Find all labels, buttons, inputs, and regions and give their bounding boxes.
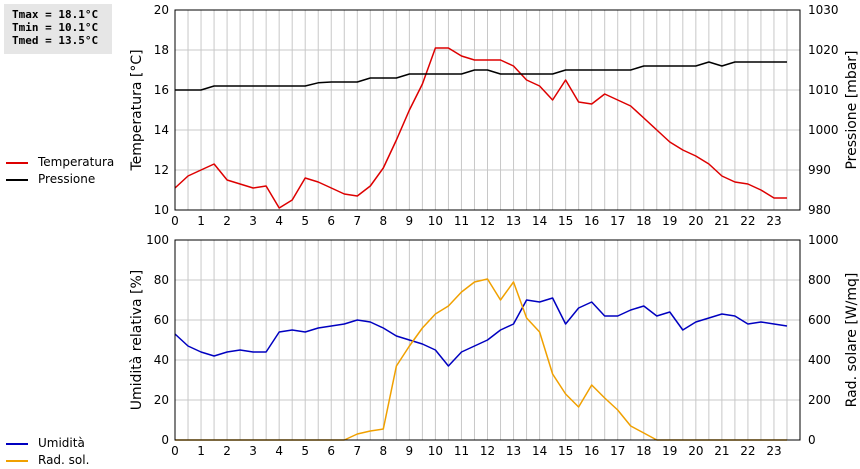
x-tick-label: 18 <box>636 214 651 228</box>
y-tick-label-left: 0 <box>161 433 169 447</box>
legend-swatch-radsol <box>6 460 28 462</box>
x-tick-label: 11 <box>454 444 469 458</box>
panel-2: 0 1 2 3 4 5 6 7 8 9 10 11 12 13 14 15 16 17 18 19 20 21 22 2302… <box>129 233 860 458</box>
x-tick-label: 2 <box>223 444 231 458</box>
y-axis-label-left: Umidità relativa [%] <box>129 270 145 411</box>
x-tick-label: 6 <box>327 214 335 228</box>
x-tick-label: 5 <box>301 444 309 458</box>
x-tick-label: 1 <box>197 444 205 458</box>
y-tick-label-right: 1020 <box>808 43 839 57</box>
x-tick-label: 3 <box>249 214 257 228</box>
x-tick-label: 21 <box>714 444 729 458</box>
y-tick-label-left: 18 <box>154 43 169 57</box>
y-tick-label-left: 12 <box>154 163 169 177</box>
x-tick-label: 11 <box>454 214 469 228</box>
y-tick-label-left: 80 <box>154 273 169 287</box>
plot-frame <box>174 239 801 441</box>
y-axis-label-left: Temperatura [°C] <box>129 49 145 171</box>
y-tick-label-right: 1000 <box>808 123 839 137</box>
x-tick-label: 22 <box>740 444 755 458</box>
series-line-umidit <box>174 297 788 367</box>
y-tick-label-left: 100 <box>146 233 169 247</box>
tmin-text: Tmin = 10.1°C <box>12 21 99 34</box>
x-tick-label: 7 <box>353 444 361 458</box>
x-tick-label: 14 <box>532 214 547 228</box>
y-tick-label-right: 400 <box>808 353 831 367</box>
y-tick-label-left: 14 <box>154 123 169 137</box>
panel-1: 0 1 2 3 4 5 6 7 8 9 10 11 12 13 14 15 16 17 18 19 20 21 22 2310… <box>129 3 860 228</box>
y-tick-label-right: 0 <box>808 433 816 447</box>
x-tick-label: 19 <box>662 444 677 458</box>
x-tick-label: 22 <box>740 214 755 228</box>
x-tick-label: 9 <box>406 214 414 228</box>
x-tick-label: 5 <box>301 214 309 228</box>
plot-frame <box>174 9 801 211</box>
legend-label-pressione: Pressione <box>38 172 96 186</box>
x-tick-label: 20 <box>688 214 703 228</box>
x-tick-label: 16 <box>584 444 599 458</box>
x-tick-label: 10 <box>428 214 443 228</box>
x-tick-label: 21 <box>714 214 729 228</box>
y-axis-label-right: Rad. solare [W/mq] <box>844 273 860 408</box>
x-tick-label: 23 <box>766 444 781 458</box>
y-tick-label-right: 1010 <box>808 83 839 97</box>
y-tick-label-left: 20 <box>154 393 169 407</box>
x-tick-label: 0 <box>171 214 179 228</box>
x-tick-label: 13 <box>506 444 521 458</box>
y-tick-label-left: 10 <box>154 203 169 217</box>
x-tick-label: 1 <box>197 214 205 228</box>
x-tick-label: 17 <box>610 444 625 458</box>
y-tick-label-left: 16 <box>154 83 169 97</box>
x-tick-label: 14 <box>532 444 547 458</box>
x-tick-label: 8 <box>380 214 388 228</box>
x-tick-label: 6 <box>327 444 335 458</box>
y-tick-label-left: 20 <box>154 3 169 17</box>
x-tick-label: 16 <box>584 214 599 228</box>
tmax-text: Tmax = 18.1°C <box>12 8 99 21</box>
x-tick-label: 3 <box>249 444 257 458</box>
x-tick-label: 15 <box>558 444 573 458</box>
x-tick-label: 9 <box>406 444 414 458</box>
tmed-text: Tmed = 13.5°C <box>12 34 99 47</box>
x-tick-label: 0 <box>171 444 179 458</box>
y-tick-label-right: 1030 <box>808 3 839 17</box>
x-tick-label: 15 <box>558 214 573 228</box>
y-tick-label-right: 1000 <box>808 233 839 247</box>
y-tick-label-right: 200 <box>808 393 831 407</box>
x-tick-label: 18 <box>636 444 651 458</box>
x-tick-label: 12 <box>480 214 495 228</box>
x-tick-label: 20 <box>688 444 703 458</box>
x-tick-label: 13 <box>506 214 521 228</box>
stats-box: Tmax = 18.1°C Tmin = 10.1°C Tmed = 13.5°… <box>4 4 112 54</box>
legend-swatch-temperatura <box>6 162 28 164</box>
y-axis-label-right: Pressione [mbar] <box>844 50 860 169</box>
y-tick-label-right: 980 <box>808 203 831 217</box>
x-tick-label: 12 <box>480 444 495 458</box>
y-tick-label-right: 990 <box>808 163 831 177</box>
legend-label-temperatura: Temperatura <box>38 155 115 169</box>
legend-swatch-pressione <box>6 179 28 181</box>
x-tick-label: 10 <box>428 444 443 458</box>
series-line-pressione <box>175 61 787 91</box>
y-tick-label-left: 40 <box>154 353 169 367</box>
x-tick-label: 2 <box>223 214 231 228</box>
y-tick-label-right: 600 <box>808 313 831 327</box>
legend-label-umidita: Umidità <box>38 436 85 450</box>
y-tick-label-right: 800 <box>808 273 831 287</box>
x-tick-label: 8 <box>380 444 388 458</box>
y-tick-label-left: 60 <box>154 313 169 327</box>
x-tick-label: 17 <box>610 214 625 228</box>
x-tick-label: 7 <box>353 214 361 228</box>
series-line-temperatura <box>174 47 787 209</box>
x-tick-label: 23 <box>766 214 781 228</box>
x-tick-label: 4 <box>275 214 283 228</box>
x-tick-label: 19 <box>662 214 677 228</box>
legend-swatch-umidita <box>6 443 28 445</box>
x-tick-label: 4 <box>275 444 283 458</box>
